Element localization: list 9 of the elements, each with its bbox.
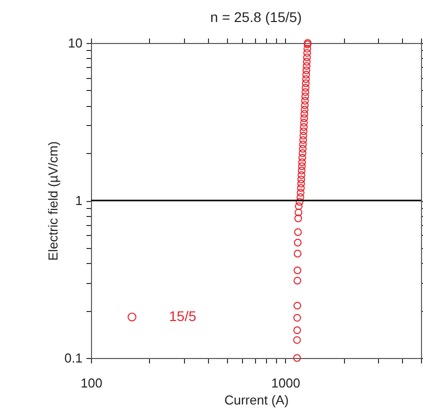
y-tick-label: 0.1 [64,350,82,366]
x-tick-label: 100 [80,376,102,390]
y-tick-label: 1 [75,193,82,208]
chart-title: n = 25.8 (15/5) [210,9,302,25]
y-axis-title: Electric field (µV/cm) [45,141,60,261]
x-axis-title: Current (A) [224,392,289,408]
y-tick-label: 10 [68,36,82,50]
legend-label: 15/5 [169,308,196,324]
x-tick-label: 1000 [271,376,300,390]
